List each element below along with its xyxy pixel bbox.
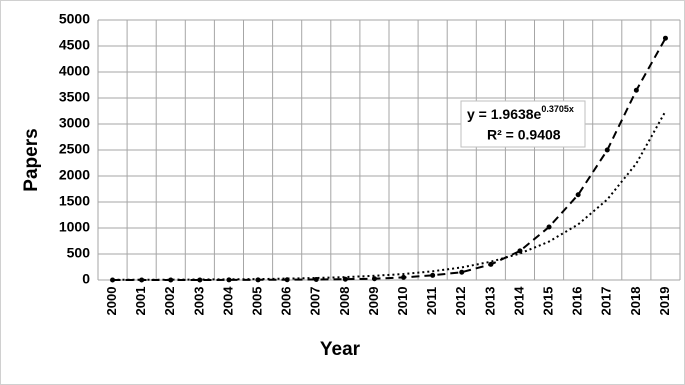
x-tick-label: 2019 <box>657 287 672 316</box>
equation-exponent: 0.3705x <box>541 104 574 114</box>
x-tick-label: 2006 <box>279 287 294 316</box>
data-point <box>139 277 145 283</box>
data-point <box>430 272 436 278</box>
data-point <box>546 224 552 230</box>
data-point <box>168 277 174 283</box>
x-tick-label: 2004 <box>220 286 235 316</box>
x-tick-label: 2015 <box>540 287 555 316</box>
y-tick-label: 3000 <box>59 115 90 131</box>
data-point <box>604 147 610 153</box>
r-squared: R² = 0.9408 <box>487 127 561 143</box>
series-line <box>112 110 667 281</box>
data-point <box>401 274 407 280</box>
plot-area: 0 500 1000 1500 2000 2500 3000 3500 4000 4500 5000… <box>59 11 681 316</box>
y-tick-label: 4500 <box>59 37 90 53</box>
data-point <box>633 87 639 93</box>
y-axis-title: Papers <box>21 128 42 191</box>
x-tick-label: 2001 <box>133 287 148 316</box>
y-tick-label: 1500 <box>59 193 90 209</box>
equation-text: y = 1.9638e <box>467 106 542 122</box>
x-tick-label: 2007 <box>308 287 323 316</box>
x-tick-label: 2005 <box>249 287 264 316</box>
x-tick-label: 2000 <box>104 287 119 316</box>
x-tick-label: 2016 <box>570 287 585 316</box>
x-tick-label: 2017 <box>599 287 614 316</box>
data-point <box>488 261 494 267</box>
y-tick-label: 2000 <box>59 167 90 183</box>
data-point <box>459 269 465 275</box>
x-tick-label: 2014 <box>511 286 526 316</box>
data-point <box>575 192 581 198</box>
x-tick-label: 2018 <box>628 287 643 316</box>
x-tick-label: 2008 <box>337 287 352 316</box>
annotation-box <box>460 100 586 148</box>
y-tick-label: 0 <box>82 271 90 287</box>
y-tick-label: 3500 <box>59 89 90 105</box>
x-tick-label: 2012 <box>453 287 468 316</box>
x-tick-label: 2009 <box>366 287 381 316</box>
x-tick-label: 2013 <box>482 287 497 316</box>
y-tick-label: 2500 <box>59 141 90 157</box>
x-tick-label: 2010 <box>395 287 410 316</box>
data-point <box>662 35 668 41</box>
y-tick-label: 4000 <box>59 63 90 79</box>
x-axis-title: Year <box>320 339 361 360</box>
y-tick-label: 1000 <box>59 219 90 235</box>
y-tick-label: 500 <box>67 245 91 261</box>
x-tick-label: 2011 <box>424 287 439 315</box>
y-tick-label: 5000 <box>59 11 90 27</box>
x-tick-label: 2002 <box>162 287 177 316</box>
trend-equation: y = 1.9638e0.3705x <box>467 104 574 121</box>
x-tick-label: 2003 <box>191 287 206 316</box>
series-line <box>112 37 667 281</box>
data-point <box>371 276 377 282</box>
